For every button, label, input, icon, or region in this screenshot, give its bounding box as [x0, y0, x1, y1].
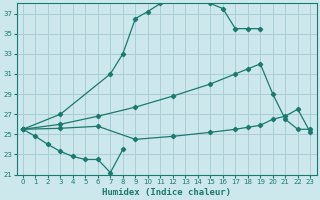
X-axis label: Humidex (Indice chaleur): Humidex (Indice chaleur) — [102, 188, 231, 197]
